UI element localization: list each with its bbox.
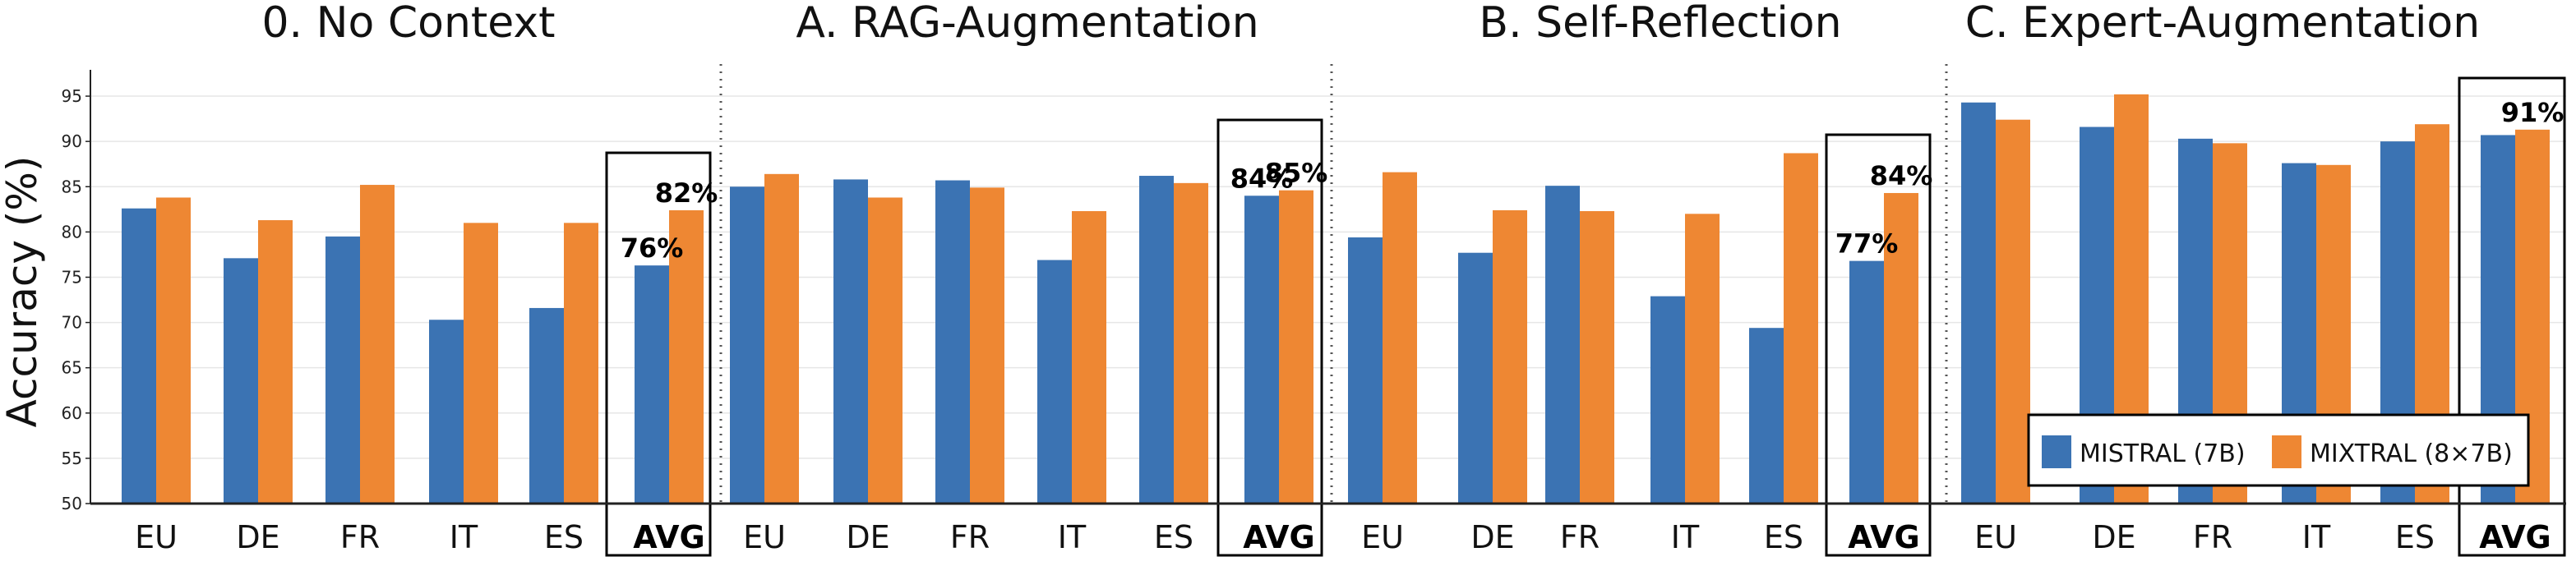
bar-mistral-it [429,320,464,504]
bar-mixtral-de [1493,209,1527,504]
avg-highlight-box [605,151,712,557]
bar-mixtral-eu [764,173,799,504]
y-tick-label: 95 [62,86,82,106]
x-tick-label: FR [950,519,990,555]
x-tick-label: AVG [1848,519,1919,555]
x-tick-label: FR [1560,519,1600,555]
x-tick-label: FR [340,519,380,555]
panel-title: B. Self-Reflection [1479,0,1841,48]
bar-mixtral-es [564,223,598,504]
bar-mistral-avg [635,265,669,504]
x-tick-label: DE [2092,519,2135,555]
bar-mixtral-es [1174,182,1208,504]
y-tick-label: 90 [62,131,82,151]
bar-mistral-avg [1849,260,1884,504]
x-tick-label: DE [236,519,279,555]
bar-mistral-eu [1348,237,1383,504]
x-tick-label: IT [2302,519,2331,555]
legend-swatch-mixtral [2272,435,2301,468]
y-axis-label: Accuracy (%) [0,156,46,428]
bar-mistral-fr [325,236,360,504]
x-tick-label: AVG [633,519,704,555]
bar-mixtral-de [868,197,903,504]
data-label-avg: 84% [1230,163,1294,194]
bar-mixtral-de [258,220,293,504]
legend-label-mistral: MISTRAL (7B) [2080,439,2246,468]
bar-mistral-de [1458,252,1493,504]
data-label-avg: 82% [655,177,718,209]
x-tick-label: ES [1154,519,1193,555]
bar-mixtral-eu [1383,172,1417,504]
bar-mistral-it [1650,296,1685,504]
bar-mixtral-avg [669,209,704,504]
bar-mixtral-fr [1580,211,1614,504]
data-label-avg: 85% [1265,158,1328,189]
bar-mistral-de [833,179,868,504]
x-tick-label: IT [1058,519,1087,555]
legend-swatch-mistral [2042,435,2071,468]
panel-title: A. RAG-Augmentation [796,0,1258,48]
bar-mixtral-fr [360,185,395,504]
avg-highlight-box [2458,76,2566,557]
y-tick-label: 55 [62,449,82,468]
x-tick-label: ES [544,519,584,555]
x-tick-label: AVG [2479,519,2551,555]
y-tick-label: 65 [62,358,82,378]
x-tick-label: ES [2395,519,2435,555]
panel-title: 0. No Context [261,0,555,48]
x-tick-label: ES [1764,519,1803,555]
bar-mistral-es [1749,328,1784,504]
x-tick-label: IT [1671,519,1700,555]
y-tick-label: 85 [62,177,82,196]
bar-mixtral-avg [1884,192,1918,504]
avg-highlight-box [1825,133,1932,557]
bar-mistral-eu [1961,102,1996,504]
bar-mixtral-it [464,223,498,504]
data-label-avg: 76% [621,232,684,264]
bar-mistral-fr [935,180,970,504]
bar-mixtral-it [1072,211,1106,504]
bar-mistral-es [529,307,564,504]
bar-mistral-es [1139,176,1174,504]
bar-mistral-fr [1545,186,1580,504]
bar-mistral-eu [730,186,764,504]
bar-mixtral-eu [1996,119,2030,504]
y-tick-label: 80 [62,222,82,242]
bar-mistral-de [224,258,258,504]
x-tick-label: EU [1974,519,2017,555]
legend-label-mixtral: MIXTRAL (8×7B) [2310,439,2513,468]
bar-mixtral-avg [1279,190,1313,504]
data-label-avg: 84% [1870,160,1933,191]
y-tick-label: 60 [62,403,82,423]
bar-mistral-avg [1244,196,1279,504]
x-tick-label: EU [1361,519,1404,555]
x-tick-label: IT [450,519,478,555]
x-tick-label: FR [2193,519,2232,555]
x-tick-label: EU [135,519,178,555]
bar-mixtral-fr [970,187,1004,504]
x-tick-label: EU [743,519,786,555]
bar-mixtral-es [1784,153,1818,504]
avg-highlight-box [1216,118,1323,557]
bar-mixtral-it [1685,214,1720,504]
y-tick-label: 70 [62,313,82,333]
bar-mistral-it [1037,260,1072,504]
x-tick-label: AVG [1243,519,1314,555]
data-label-avg: 91% [2501,97,2564,128]
x-tick-label: DE [846,519,889,555]
y-tick-label: 75 [62,267,82,287]
bar-mixtral-eu [156,197,191,504]
x-tick-label: DE [1470,519,1514,555]
y-tick-label: 50 [62,494,82,513]
panel-title: C. Expert-Augmentation [1965,0,2480,48]
data-label-avg: 77% [1835,228,1899,260]
bar-mistral-eu [122,208,156,504]
